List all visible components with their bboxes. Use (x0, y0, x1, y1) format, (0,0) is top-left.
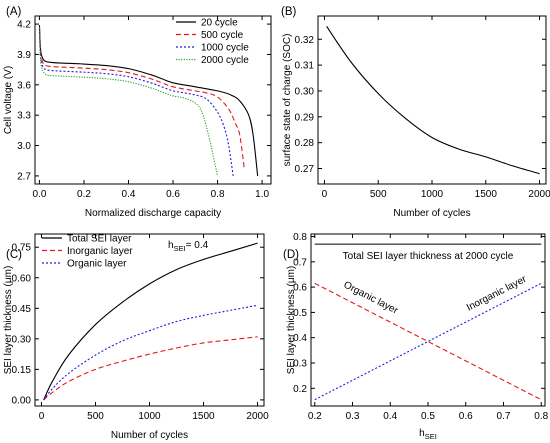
y-tick-label: 0.32 (295, 35, 315, 46)
panel-label: (D) (283, 249, 299, 261)
y-tick-label: 3.3 (17, 111, 31, 122)
series-line-1 (43, 242, 258, 401)
y-tick-label: 0.30 (295, 86, 315, 97)
panel-label: (B) (281, 6, 297, 18)
annotation-organic: Organic layer (342, 280, 401, 317)
series-group (38, 25, 259, 177)
hsei-annotation: hSEI= 0.4 (168, 240, 209, 253)
y-tick-label: 0.27 (295, 164, 315, 175)
panel-d: (D) 0.2 0.3 0.4 0.5 0.6 0.7 0.8 0.2 0.3 0.4 0.5 0.6 0… (283, 232, 549, 441)
x-tick-label: 0.7 (497, 411, 511, 422)
panel-b: (B) 0 500 1000 1500 2000 0.27 0.28 0.29 0.30 0.31 0… (281, 6, 550, 219)
series-line-1 (326, 26, 540, 175)
x-tick-label: 0.3 (346, 411, 360, 422)
x-tick-label: 0.5 (421, 411, 435, 422)
x-tick-label: 0.2 (308, 411, 322, 422)
legend-entry: Inorganic layer (67, 246, 133, 257)
series-line-2 (43, 336, 258, 401)
y-tick-label: 3.0 (17, 141, 31, 152)
y-tick-label: 0.45 (12, 304, 32, 315)
y-tick-label: 0.00 (12, 395, 32, 406)
x-tick-label: 0 (39, 411, 45, 422)
y-tick-label: 0.5 (293, 308, 307, 319)
x-tick-label: 0.6 (459, 411, 473, 422)
plot-frame (317, 15, 547, 185)
x-tick-label: 0.8 (211, 189, 225, 200)
series-line-3 (38, 29, 234, 176)
y-axis-title: SEI layer thickness (μm) (286, 266, 297, 375)
legend-entry: 1000 cycle (201, 43, 249, 54)
y-tick-label: 0.4 (293, 333, 307, 344)
x-tick-label: 1000 (138, 411, 161, 422)
panel-label: (A) (6, 6, 22, 18)
x-tick-label: 2000 (246, 411, 269, 422)
y-axis-title: SEI layer thickness (μm) (3, 266, 14, 375)
x-tick-label: 1500 (475, 189, 498, 200)
legend-entry: Total SEI layer (67, 234, 132, 245)
x-tick-label: 500 (370, 189, 387, 200)
y-tick-label: 0.7 (293, 257, 307, 268)
y-tick-label: 0.15 (12, 365, 32, 376)
annotation-inorganic: Inorganic layer (465, 274, 529, 314)
x-tick-label: 0.8 (534, 411, 548, 422)
x-tick-label: 0.6 (166, 189, 180, 200)
x-tick-label: 1000 (421, 189, 444, 200)
x-tick-label: 0.4 (122, 189, 136, 200)
series-line-1 (38, 25, 259, 176)
x-tick-label: 0 (322, 189, 328, 200)
legend-entry: 500 cycle (201, 30, 244, 41)
series-group (326, 26, 540, 175)
y-tick-label: 0.8 (293, 232, 307, 243)
series-line-4 (38, 31, 219, 177)
legend-entry: Organic layer (67, 259, 127, 270)
y-axis-title: surface state of charge (SOC) (282, 34, 293, 167)
y-tick-label: 0.28 (295, 138, 315, 149)
y-tick-label: 0.31 (295, 61, 315, 72)
y-tick-label: 0.30 (12, 334, 32, 345)
x-tick-label: 0.2 (77, 189, 91, 200)
y-tick-label: 3.6 (17, 80, 31, 91)
y-axis-title: Cell voltage (V) (3, 66, 14, 134)
y-tick-label: 0.2 (293, 384, 307, 395)
series-line-2 (314, 282, 542, 401)
x-axis-title: hSEI (419, 428, 437, 441)
x-axis-title: Number of cycles (111, 430, 188, 441)
legend-entry: 20 cycle (201, 18, 238, 29)
series-line-2 (38, 27, 245, 169)
annotation-total: Total SEI layer thickness at 2000 cycle (343, 251, 514, 262)
y-tick-label: 0.3 (293, 359, 307, 370)
x-tick-label: 0.4 (383, 411, 397, 422)
y-tick-label: 2.7 (17, 171, 31, 182)
panel-label: (C) (6, 249, 22, 261)
y-tick-label: 0.29 (295, 112, 315, 123)
plot-frame (34, 15, 272, 185)
y-tick-label: 4.2 (17, 20, 31, 31)
x-tick-label: 2000 (528, 189, 550, 200)
y-tick-label: 0.6 (293, 283, 307, 294)
panel-a: (A) 0.0 0.2 0.4 0.6 0.8 1.0 2.7 3.0 3.3 3.6 3.9 4.2 N… (3, 6, 272, 219)
series-group (43, 242, 258, 401)
x-axis-title: Number of cycles (393, 208, 470, 219)
x-tick-label: 0.0 (32, 189, 46, 200)
y-tick-label: 3.9 (17, 50, 31, 61)
series-line-3 (314, 282, 542, 401)
y-tick-label: 0.75 (12, 243, 32, 254)
series-group (314, 243, 542, 401)
x-tick-label: 1500 (192, 411, 215, 422)
y-tick-label: 0.60 (12, 273, 32, 284)
panel-c: (C) 0 500 1000 1500 2000 0.00 0.15 0.30 0.45 0.60 0… (3, 233, 269, 441)
legend-entry: 2000 cycle (201, 55, 249, 66)
x-axis-title: Normalized discharge capacity (85, 208, 221, 219)
x-tick-label: 500 (87, 411, 104, 422)
x-tick-label: 1.0 (255, 189, 269, 200)
series-line-3 (43, 304, 258, 401)
